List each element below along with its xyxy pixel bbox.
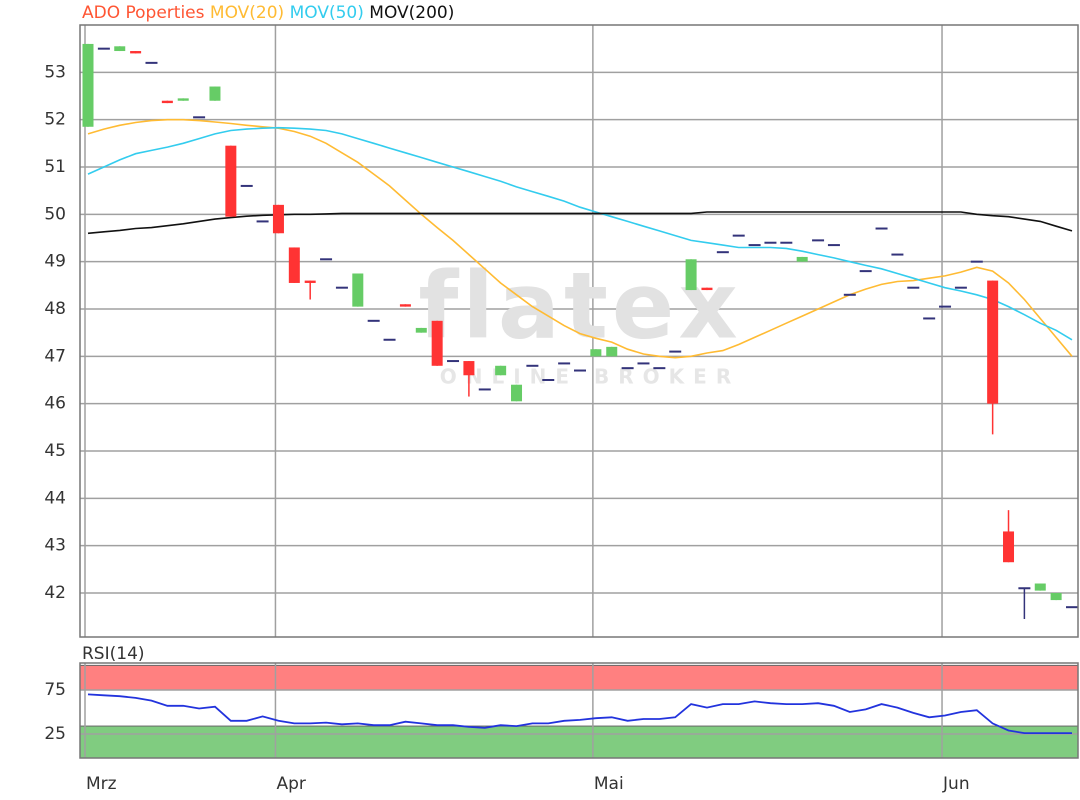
y-tick-label: 45: [44, 441, 66, 461]
x-tick-label: Mrz: [86, 774, 117, 794]
candle-body: [685, 259, 697, 291]
y-tick-label: 25: [44, 724, 66, 744]
plot-area: [80, 25, 1078, 637]
candle-body: [288, 247, 300, 283]
candle-body: [796, 256, 808, 262]
line-series: [87, 693, 1072, 734]
y-tick-label: 48: [44, 299, 66, 319]
y-tick-label: 50: [44, 204, 66, 224]
y-tick-label: 49: [44, 252, 66, 272]
candle-body: [415, 327, 427, 333]
candle-body: [225, 145, 237, 217]
candle-body: [130, 51, 142, 54]
candle-body: [1003, 531, 1015, 563]
candle-body: [209, 86, 221, 101]
candle-body: [82, 43, 94, 127]
x-tick-label: Jun: [942, 774, 970, 794]
watermark-logo: flatex: [418, 252, 741, 359]
candle-body: [431, 320, 443, 366]
candle-body: [177, 98, 189, 101]
candle-body: [1034, 583, 1046, 591]
line-series: [87, 118, 1073, 359]
candle-body: [304, 280, 316, 283]
legend-entry: MOV(20): [210, 3, 284, 23]
candle-body: [114, 46, 126, 52]
candle-body: [1050, 592, 1062, 601]
candle-body: [701, 287, 713, 291]
x-tick-label: Apr: [276, 774, 305, 794]
watermark-tagline: ONLINE BROKER: [440, 365, 741, 389]
legend: ADO Poperties MOV(20) MOV(50) MOV(200): [82, 3, 454, 23]
y-tick-label: 51: [44, 157, 66, 177]
candle-body: [161, 100, 173, 104]
candle-body: [590, 349, 602, 357]
y-tick-label: 47: [44, 346, 66, 366]
y-tick-label: 44: [44, 488, 66, 508]
candle-body: [463, 361, 475, 376]
y-tick-label: 42: [44, 583, 66, 603]
candle-body: [399, 304, 411, 307]
candle-body: [987, 280, 999, 404]
x-tick-label: Mai: [594, 774, 624, 794]
candle-body: [495, 365, 507, 376]
plot-frame: [79, 662, 1079, 759]
candle-body: [606, 346, 618, 357]
y-tick-label: 52: [44, 110, 66, 130]
plot-frame: [79, 24, 1079, 638]
legend-title: ADO Poperties MOV(20) MOV(50) MOV(200): [82, 3, 454, 23]
line-series: [87, 126, 1073, 341]
y-tick-label: 46: [44, 394, 66, 414]
candle-body: [272, 204, 284, 234]
y-tick-label: 75: [44, 680, 66, 700]
band: [79, 725, 1079, 759]
y-tick-label: 53: [44, 62, 66, 82]
y-tick-label: 43: [44, 536, 66, 556]
legend-entry: RSI(14): [82, 644, 145, 664]
candle-body: [511, 384, 523, 402]
candle-body: [352, 273, 364, 307]
legend-entry: MOV(50): [290, 3, 364, 23]
line-series: [87, 211, 1073, 235]
band: [79, 664, 1079, 691]
legend-entry: MOV(200): [369, 3, 454, 23]
legend-entry: ADO Poperties: [82, 3, 205, 23]
